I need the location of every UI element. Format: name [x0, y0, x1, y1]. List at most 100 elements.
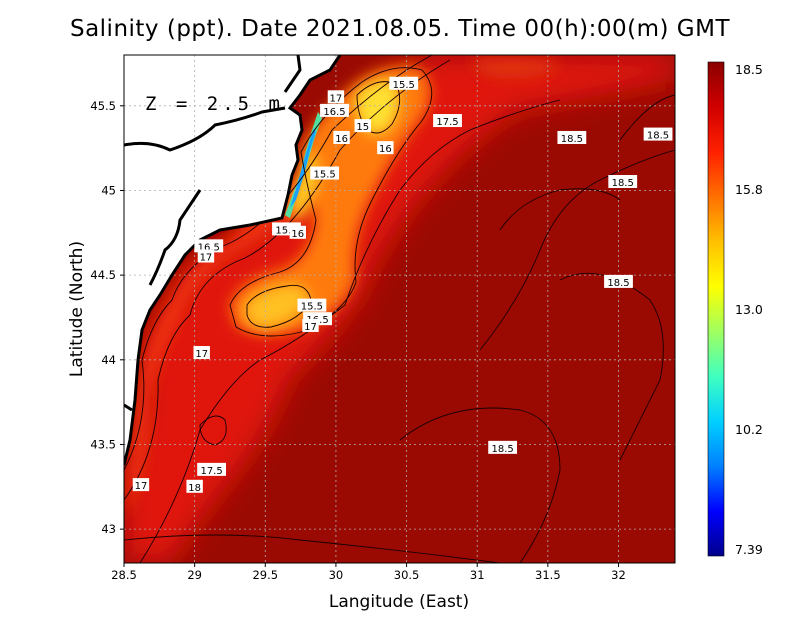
- x-tick-label: 32: [611, 568, 626, 582]
- coastline: [124, 55, 342, 466]
- contour-label-bg: [193, 346, 210, 360]
- contour-label-bg: [194, 239, 224, 253]
- contour-label-text: 17: [304, 322, 317, 333]
- x-tick-label: 29.5: [252, 568, 278, 582]
- plume-core-south: [245, 284, 310, 329]
- x-tick-label: 31.5: [535, 568, 561, 582]
- contour-label: 17: [193, 346, 210, 360]
- contour-label: 17: [327, 90, 345, 104]
- coastal-band-bright: [124, 170, 330, 520]
- contour-label-text: 15.5: [393, 80, 415, 91]
- contour-label-bg: [310, 166, 340, 180]
- contour-label: 15: [354, 119, 371, 133]
- colorbar-label: 13.0: [735, 302, 763, 317]
- x-axis-label: Langitude (East): [329, 592, 469, 612]
- land-mass: [124, 55, 340, 465]
- contour-label: 17.5: [197, 462, 226, 477]
- y-axis-ticks: 43 43.5 44 44.5 45 45.5: [90, 99, 124, 536]
- contour-label-bg: [327, 90, 345, 104]
- contour-label: 16.5: [194, 239, 224, 253]
- fresh-water-strip: [290, 128, 316, 208]
- contour-label-text: 17: [195, 349, 208, 360]
- x-axis-ticks: 28.5 29 29.5 30 30.5 31 31.5 32: [111, 563, 626, 582]
- map-field: [124, 55, 675, 563]
- contour-label: 15.5: [310, 166, 340, 181]
- contour-label-bg: [186, 479, 203, 493]
- depth-label: Z = 2.5 m: [145, 93, 284, 115]
- contour-label-bg: [488, 440, 518, 454]
- contour-label-text: 15.5: [275, 225, 297, 236]
- border-line-north: [124, 106, 286, 152]
- contour-label: 17: [302, 318, 319, 333]
- contour-label: 15.5: [389, 76, 419, 91]
- contour-label: 18: [186, 479, 203, 494]
- chart-title: Salinity (ppt). Date 2021.08.05. Time 00…: [69, 16, 731, 42]
- x-tick-label: 31: [470, 568, 485, 582]
- contour-label-text: 17: [135, 481, 148, 492]
- colorbar-labels: 18.5 15.8 13.0 10.2 7.39: [735, 62, 763, 557]
- x-tick-label: 30.5: [394, 568, 420, 582]
- contour-label-bg: [433, 114, 462, 128]
- ne-patch: [470, 57, 560, 79]
- border-line-delta: [283, 55, 302, 93]
- plot-frame: [123, 54, 676, 564]
- contour-label-text: 17.5: [436, 117, 458, 128]
- contour-label-bg: [302, 318, 319, 332]
- contour-label-text: 16: [335, 134, 348, 145]
- y-tick-label: 44: [101, 353, 116, 367]
- x-tick-label: 28.5: [111, 568, 137, 582]
- contour-label: 16.5: [320, 103, 349, 118]
- contour-label-text: 15.5: [301, 302, 323, 313]
- y-axis-label: Latitude (North): [67, 241, 87, 377]
- contour-label: 15.5: [297, 298, 327, 313]
- contour-label-text: 15: [356, 122, 369, 133]
- contour-label-bg: [297, 298, 327, 312]
- contour-label: 16: [333, 130, 350, 145]
- y-tick-label: 43: [101, 522, 116, 536]
- gridlines: [124, 55, 675, 563]
- contour-label: 18.5: [488, 440, 518, 455]
- contour-label-text: 18.5: [612, 178, 634, 189]
- contour-label-bg: [197, 249, 215, 263]
- y-tick-label: 43.5: [90, 437, 116, 451]
- contour-label-text: 18.5: [647, 131, 669, 142]
- colorbar: [707, 61, 725, 557]
- contour-label: 18.5: [643, 127, 673, 142]
- contour-label-text: 16: [379, 144, 392, 155]
- contour-lines: [124, 55, 675, 563]
- contour-label-bg: [608, 175, 638, 188]
- colorbar-label: 7.39: [735, 542, 763, 557]
- contour-label-text: 17.5: [200, 466, 222, 477]
- contour-label: 16: [289, 225, 306, 240]
- contour-label: 16: [377, 141, 394, 155]
- contour-label-text: 16: [291, 229, 304, 240]
- contour-label: 17.5: [433, 114, 462, 128]
- x-tick-label: 30: [329, 568, 344, 582]
- contour-label-bg: [197, 462, 226, 476]
- y-tick-label: 45.5: [90, 99, 116, 113]
- contour-label-text: 17: [200, 253, 213, 264]
- contour-label-bg: [320, 103, 349, 117]
- contour-label-bg: [354, 119, 371, 133]
- contour-label-bg: [289, 225, 306, 239]
- contour-label: 18.5: [557, 130, 587, 145]
- contour-label: 17: [197, 249, 215, 264]
- contour-label-text: 18.5: [607, 278, 629, 289]
- contour-label-bg: [132, 478, 150, 492]
- contour-label-bg: [557, 130, 587, 144]
- contour-label: 18.5: [604, 274, 633, 289]
- contour-label-bg: [389, 76, 419, 90]
- contour-label: 18.5: [608, 175, 638, 189]
- border-line-south: [124, 403, 133, 412]
- contour-label-text: 16.5: [323, 107, 345, 118]
- colorbar-label: 15.8: [735, 182, 763, 197]
- contour-label-text: 18: [188, 483, 201, 494]
- y-tick-label: 45: [101, 183, 116, 197]
- contour-label-bg: [377, 141, 394, 155]
- border-line-inland: [148, 189, 202, 286]
- coastal-band-red: [124, 55, 675, 563]
- contour-label: 17: [132, 478, 150, 492]
- contour-label-text: 18.5: [492, 444, 514, 455]
